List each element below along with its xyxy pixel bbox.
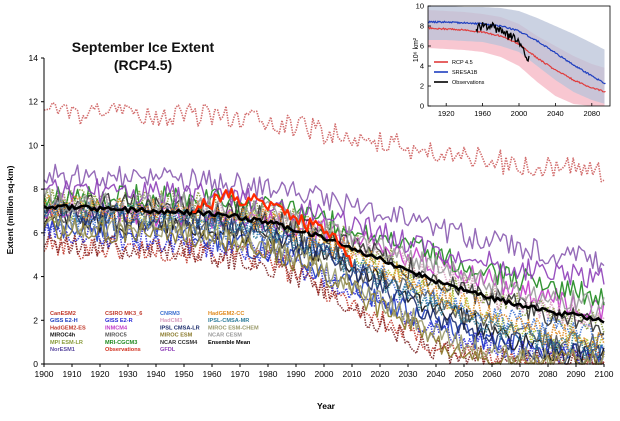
series-line-23 xyxy=(43,102,605,183)
x-tick-label: 1910 xyxy=(63,369,82,379)
chart-subtitle: (RCP4.5) xyxy=(114,57,172,73)
y-tick-label: 10 xyxy=(29,140,39,150)
y-tick-label: 0 xyxy=(33,359,38,369)
legend-entry: MIROC5 xyxy=(105,333,127,339)
x-tick-label: 1900 xyxy=(35,369,54,379)
x-tick-label: 1940 xyxy=(147,369,166,379)
inset-x-tick-label: 1960 xyxy=(474,109,491,118)
inset-y-axis-title: 10⁶ km² xyxy=(413,37,420,62)
x-tick-label: 1950 xyxy=(175,369,194,379)
series-line-19 xyxy=(43,199,605,360)
main-plot-series xyxy=(43,102,605,365)
inset-y-tick-label: 8 xyxy=(420,22,424,31)
x-tick-label: 2070 xyxy=(511,369,530,379)
x-tick-label: 2090 xyxy=(567,369,586,379)
x-tick-label: 1960 xyxy=(203,369,222,379)
legend-entry: Observations xyxy=(105,347,141,353)
legend-entry: INMCM4 xyxy=(105,325,128,331)
legend-entry: CSIRO MK3_6 xyxy=(105,311,142,317)
inset-legend-entry: RCP 4.5 xyxy=(452,60,473,66)
chart-title: September Ice Extent xyxy=(72,39,215,55)
y-tick-label: 14 xyxy=(29,53,39,63)
legend-entry: Ensemble Mean xyxy=(208,340,251,346)
inset-legend: RCP 4.5 SRESA1B Observations xyxy=(434,60,485,86)
series-line-20 xyxy=(43,214,605,365)
series-line-11 xyxy=(192,187,354,268)
legend-entry: GFDL xyxy=(160,347,176,353)
legend-entry: HadGEM2-CC xyxy=(208,311,244,317)
x-tick-label: 2000 xyxy=(315,369,334,379)
inset-line-2 xyxy=(475,21,530,63)
x-tick-label: 2020 xyxy=(371,369,390,379)
inset-x-tick-label: 2040 xyxy=(547,109,564,118)
x-tick-label: 2100 xyxy=(595,369,614,379)
inset-axes: 1920 1960 2000 2040 2080 0 2 4 6 8 10 xyxy=(416,2,611,118)
y-tick-label: 6 xyxy=(33,228,38,238)
series-line-8 xyxy=(43,201,605,321)
inset-y-tick-label: 10 xyxy=(416,2,424,11)
x-tick-label: 1990 xyxy=(287,369,306,379)
legend-entry: CNRM3 xyxy=(160,311,180,317)
x-tick-label: 1970 xyxy=(231,369,250,379)
main-plot-axes: 1900 1910 1920 1930 1940 1950 1960 1970 1980 1990… xyxy=(29,53,614,379)
inset-legend-entry: Observations xyxy=(452,80,485,86)
inset-band-1 xyxy=(428,6,605,104)
series-line-22 xyxy=(43,203,605,324)
x-tick-label: 2040 xyxy=(427,369,446,379)
inset-bands xyxy=(428,6,605,106)
y-axis-title: Extent (million sq-km) xyxy=(5,165,15,254)
inset-y-tick-label: 6 xyxy=(420,42,424,51)
legend-entry: CanESM2 xyxy=(50,311,76,317)
legend-entry: IPSL-CMSA-MR xyxy=(208,318,249,324)
inset-line-0 xyxy=(427,26,606,93)
inset-x-tick-label: 2080 xyxy=(583,109,600,118)
series-line-21 xyxy=(43,187,605,318)
legend-entry: MIROC4h xyxy=(50,333,76,339)
x-tick-label: 2050 xyxy=(455,369,474,379)
x-tick-label: 2010 xyxy=(343,369,362,379)
y-tick-label: 2 xyxy=(33,315,38,325)
inset-y-tick-label: 4 xyxy=(420,62,424,71)
series-line-15 xyxy=(43,216,605,365)
x-axis-title: Year xyxy=(317,401,336,411)
inset-chart: 1920 1960 2000 2040 2080 0 2 4 6 8 10 RCP 4.5 SRESA… xyxy=(400,0,616,122)
inset-y-tick-label: 0 xyxy=(420,102,424,111)
legend-entry: HadGEM2-ES xyxy=(50,325,86,331)
legend-entry: NCAR CESM xyxy=(208,333,242,339)
series-line-0 xyxy=(43,233,605,365)
y-tick-label: 8 xyxy=(33,184,38,194)
inset-y-tick-label: 2 xyxy=(420,82,424,91)
x-tick-label: 1980 xyxy=(259,369,278,379)
series-line-17 xyxy=(43,178,605,289)
x-tick-label: 2080 xyxy=(539,369,558,379)
inset-line-1 xyxy=(427,20,606,85)
legend-entry: IPSL CMSA-LR xyxy=(160,325,200,331)
legend-entry: MRI-CGCM3 xyxy=(105,340,137,346)
legend-entry: HadCM3 xyxy=(160,318,182,324)
inset-x-tick-label: 2000 xyxy=(511,109,528,118)
y-tick-label: 4 xyxy=(33,272,38,282)
legend-entry: NorESM1 xyxy=(50,347,75,353)
legend-entry: MIROC ESM xyxy=(160,333,193,339)
series-line-5 xyxy=(43,163,605,273)
legend-entry: MPI ESM-LR xyxy=(50,340,83,346)
series-line-10 xyxy=(43,183,605,306)
x-tick-label: 2030 xyxy=(399,369,418,379)
x-tick-label: 2060 xyxy=(483,369,502,379)
legend-entry: GISS E2-R xyxy=(105,318,133,324)
series-line-12 xyxy=(43,205,605,347)
legend-entry: NCAR CCSM4 xyxy=(160,340,198,346)
x-tick-label: 1930 xyxy=(119,369,138,379)
legend-entry: MIROC ESM-CHEM xyxy=(208,325,259,331)
inset-legend-entry: SRESA1B xyxy=(452,70,478,76)
y-tick-label: 12 xyxy=(29,97,39,107)
inset-series xyxy=(427,20,606,93)
x-tick-label: 1920 xyxy=(91,369,110,379)
inset-x-tick-label: 1920 xyxy=(438,109,455,118)
legend-entry: GISS E2-H xyxy=(50,318,78,324)
